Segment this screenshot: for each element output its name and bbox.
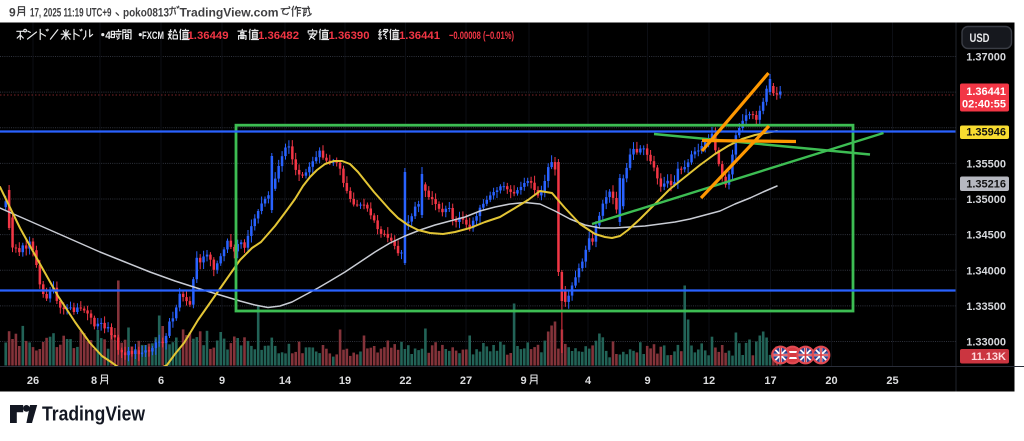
svg-text:USD: USD xyxy=(970,31,990,45)
svg-text:22: 22 xyxy=(399,375,411,387)
svg-text:1.36390: 1.36390 xyxy=(329,30,370,42)
svg-text:1.36449: 1.36449 xyxy=(188,30,229,42)
svg-text:FXCM: FXCM xyxy=(142,30,164,42)
svg-text:1.35000: 1.35000 xyxy=(966,194,1006,206)
svg-text:9: 9 xyxy=(9,6,16,20)
svg-text:−0.00008 (−0.01%): −0.00008 (−0.01%) xyxy=(449,30,514,42)
svg-text:1.34000: 1.34000 xyxy=(966,265,1006,277)
svg-text:1.33000: 1.33000 xyxy=(966,337,1006,349)
svg-text:8: 8 xyxy=(91,375,97,387)
svg-text:6: 6 xyxy=(158,375,164,387)
svg-text:4: 4 xyxy=(105,30,111,42)
svg-text:TradingView.com: TradingView.com xyxy=(180,6,279,20)
svg-text:20: 20 xyxy=(825,375,837,387)
svg-text:9: 9 xyxy=(520,375,526,387)
svg-text:19: 19 xyxy=(339,375,351,387)
svg-text:9: 9 xyxy=(644,375,650,387)
svg-text:1.36441: 1.36441 xyxy=(966,86,1006,98)
svg-text:17: 17 xyxy=(764,375,776,387)
svg-text:25: 25 xyxy=(886,375,898,387)
svg-text:12: 12 xyxy=(703,375,715,387)
svg-text:poko0813: poko0813 xyxy=(123,6,169,20)
svg-text:26: 26 xyxy=(27,375,39,387)
svg-text:17, 2025 11:19 UTC+9: 17, 2025 11:19 UTC+9 xyxy=(30,6,112,20)
svg-text:02:40:55: 02:40:55 xyxy=(962,99,1006,111)
svg-text:1.35500: 1.35500 xyxy=(966,158,1006,170)
svg-text:1.35216: 1.35216 xyxy=(966,179,1006,191)
svg-text:4: 4 xyxy=(585,375,592,387)
svg-text:1.37000: 1.37000 xyxy=(966,52,1006,64)
svg-text:9: 9 xyxy=(219,375,225,387)
svg-text:1.33500: 1.33500 xyxy=(966,301,1006,313)
svg-text:1.35946: 1.35946 xyxy=(966,127,1006,139)
svg-text:1.36482: 1.36482 xyxy=(258,30,299,42)
svg-text:14: 14 xyxy=(279,375,292,387)
svg-text:TradingView: TradingView xyxy=(42,403,145,426)
svg-text:1.36441: 1.36441 xyxy=(399,30,440,42)
svg-text:27: 27 xyxy=(460,375,472,387)
svg-text:11.13K: 11.13K xyxy=(971,351,1006,363)
svg-text:1.34500: 1.34500 xyxy=(966,230,1006,242)
